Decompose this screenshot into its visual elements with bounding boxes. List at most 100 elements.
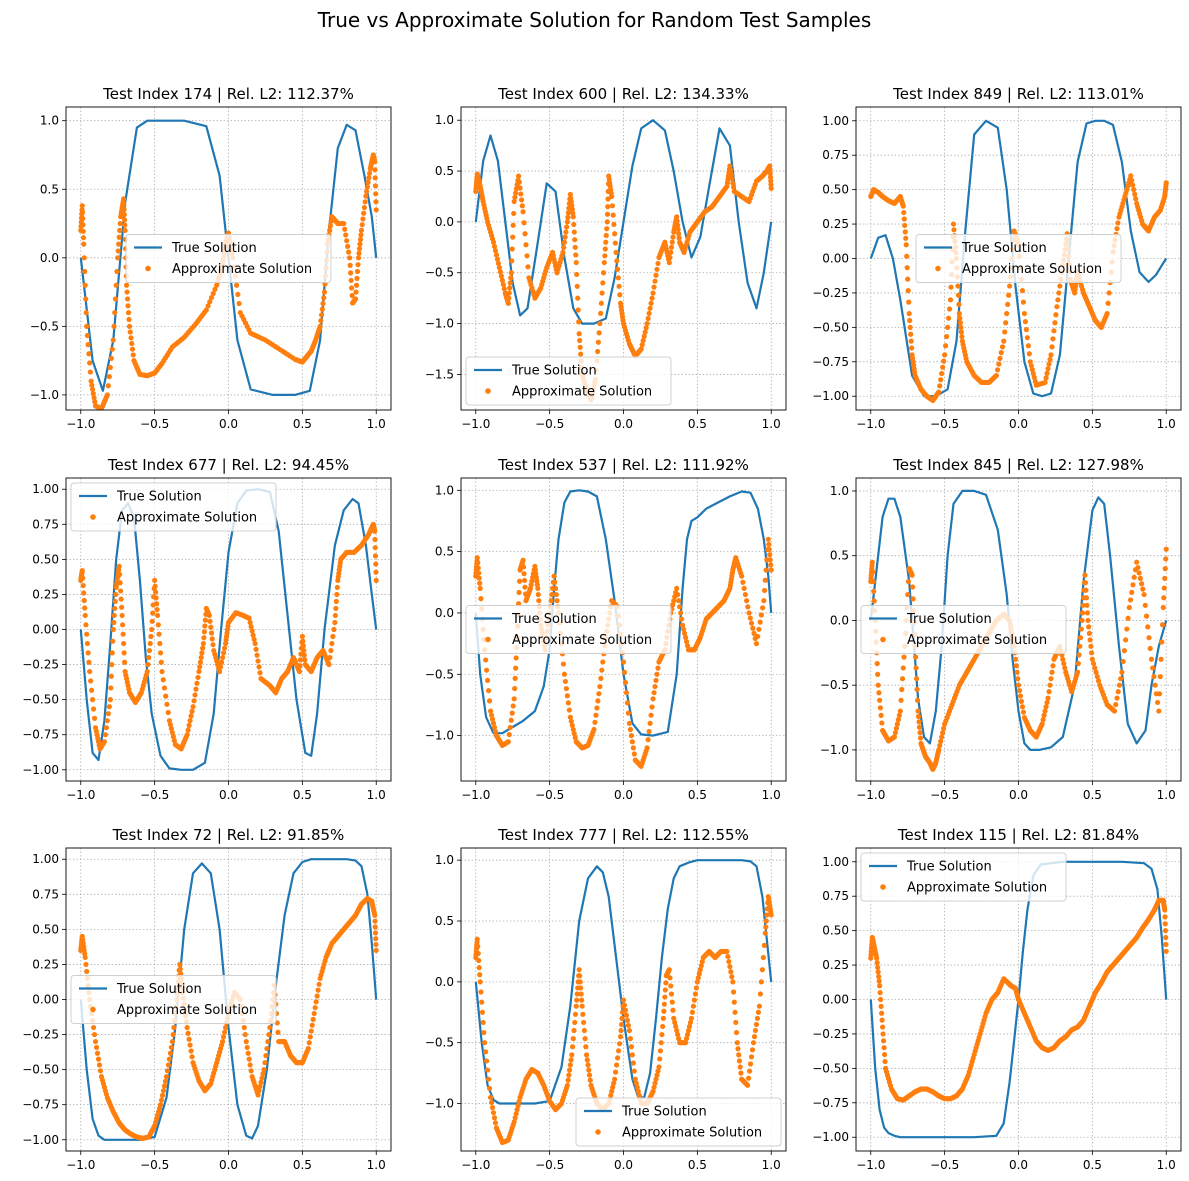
approx-point-interp [185, 727, 191, 733]
approx-point-interp [90, 390, 96, 397]
approx-point-interp [652, 1080, 658, 1086]
approx-point-interp [357, 241, 363, 247]
approx-point [570, 214, 576, 220]
approx-point-interp [476, 570, 482, 576]
approx-point-interp [194, 680, 200, 686]
approx-point-interp [655, 665, 661, 671]
approx-point [891, 734, 898, 740]
approx-point-interp [366, 175, 372, 181]
y-tick-label: −0.75 [812, 355, 849, 369]
approx-point-interp [89, 382, 95, 388]
approx-point-interp [1061, 660, 1067, 667]
x-tick-label: 0.0 [219, 1158, 238, 1172]
approx-point-interp [489, 716, 496, 722]
approx-point-interp [624, 1017, 631, 1023]
x-tick-label: 1.0 [367, 417, 386, 431]
approx-point-interp [612, 231, 618, 237]
approx-point [219, 1038, 226, 1045]
y-tick-label: 1.0 [435, 113, 454, 127]
legend: True Solution Approximate Solution [465, 605, 672, 654]
legend: True Solution Approximate Solution [125, 234, 332, 283]
approx-point-interp [93, 1044, 100, 1051]
approx-point-interp [1090, 660, 1097, 667]
approx-point-interp [500, 281, 506, 288]
approx-point [326, 661, 332, 668]
approx-point-interp [609, 203, 616, 209]
approx-point-interp [366, 170, 373, 176]
approx-point-interp [1024, 335, 1030, 341]
legend-box [70, 975, 277, 1024]
approx-point [765, 536, 771, 542]
approx-point [674, 585, 680, 592]
approx-point [1027, 359, 1033, 365]
approx-point-interp [219, 659, 225, 665]
approx-point-interp [916, 724, 923, 730]
legend-label: Approximate Solution [907, 633, 1047, 648]
approx-point-interp [881, 1045, 887, 1051]
approx-point-interp [956, 301, 962, 308]
approx-point-interp [205, 303, 211, 309]
plot-area [473, 489, 774, 769]
approx-point-interp [674, 1027, 680, 1034]
approx-point-interp [631, 751, 637, 757]
approx-point-interp [742, 591, 748, 598]
approx-point-interp [349, 285, 355, 291]
approx-point-interp [729, 176, 735, 182]
approx-point-interp [264, 1045, 270, 1052]
approx-point-interp [186, 722, 192, 728]
approx-point-interp [548, 598, 554, 604]
approx-point-interp [106, 704, 112, 710]
approx-point-interp [334, 584, 340, 591]
approx-point-interp [169, 730, 175, 736]
approx-point-interp [871, 588, 877, 594]
approx-point [373, 577, 379, 584]
approx-point-interp [670, 602, 676, 608]
legend-label: Approximate Solution [962, 262, 1102, 277]
approx-point [101, 739, 108, 745]
approx-point-interp [668, 249, 674, 255]
approx-point [564, 1082, 570, 1088]
approx-point [638, 346, 644, 352]
y-tick-label: 0.75 [822, 889, 849, 903]
legend-label: Approximate Solution [172, 262, 312, 277]
approx-point-interp [647, 720, 653, 726]
approx-point-interp [763, 918, 769, 924]
approximate-solution-series [868, 546, 1169, 772]
approx-point-interp [652, 683, 658, 690]
approx-point-interp [730, 184, 737, 190]
approx-point-interp [608, 1092, 614, 1099]
approx-point [877, 983, 883, 989]
approx-point-interp [565, 210, 571, 216]
approx-point-interp [595, 698, 601, 704]
approx-point [551, 573, 557, 579]
approx-point-interp [599, 290, 605, 296]
approx-point-interp [156, 631, 162, 637]
approx-point-interp [514, 1107, 520, 1113]
x-tick-label: 0.0 [614, 788, 633, 802]
approx-point-interp [684, 643, 691, 649]
approx-point-interp [1162, 566, 1168, 572]
y-tick-label: −0.75 [22, 1098, 59, 1112]
axes-frame [65, 477, 392, 782]
legend-label: True Solution [961, 241, 1047, 256]
approx-point-interp [197, 664, 203, 670]
approx-point-interp [1023, 327, 1029, 333]
approx-point [936, 747, 942, 753]
approx-point-interp [575, 307, 581, 313]
approx-point-interp [153, 595, 159, 601]
approx-point-interp [1163, 941, 1169, 948]
approx-point-interp [476, 575, 482, 581]
y-tick-label: −0.50 [812, 1061, 849, 1075]
approx-point-interp [908, 338, 914, 344]
approx-point-interp [959, 333, 965, 340]
approx-point-interp [651, 284, 657, 290]
axes-frame [460, 477, 787, 782]
approx-point-interp [475, 560, 481, 566]
approx-point-interp [896, 712, 902, 718]
approx-point-interp [1078, 626, 1084, 632]
approx-point-interp [1142, 602, 1148, 608]
approx-point-interp [561, 239, 568, 245]
approx-point [355, 255, 362, 261]
approx-point-interp [515, 1102, 521, 1109]
approx-point-interp [737, 1064, 743, 1070]
